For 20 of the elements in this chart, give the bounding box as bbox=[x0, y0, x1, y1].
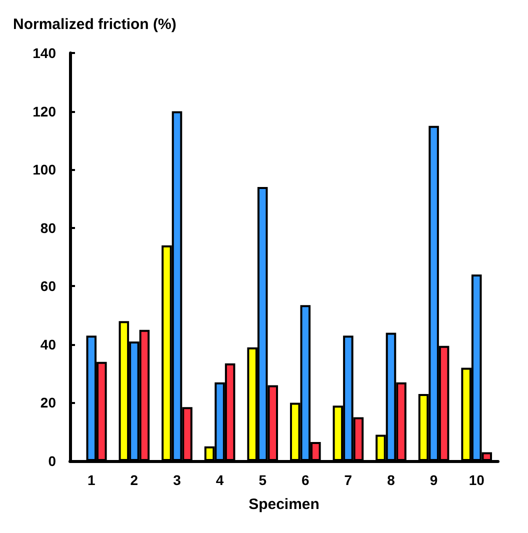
x-tick-label: 2 bbox=[130, 472, 138, 488]
x-tick-label: 7 bbox=[344, 472, 352, 488]
y-tick-label: 80 bbox=[40, 220, 56, 236]
x-tick-label: 4 bbox=[216, 472, 224, 488]
y-tick-label: 60 bbox=[40, 278, 56, 294]
y-tick-label: 140 bbox=[32, 45, 56, 61]
x-tick-label: 5 bbox=[258, 472, 267, 488]
x-axis-title: Specimen bbox=[248, 496, 320, 513]
x-tick-label: 10 bbox=[468, 472, 485, 488]
y-tick-label: 100 bbox=[32, 162, 56, 178]
x-tick-label: 1 bbox=[88, 472, 96, 488]
y-tick-label: 120 bbox=[32, 103, 56, 120]
y-tick-label: 40 bbox=[40, 336, 56, 352]
x-tick-label: 9 bbox=[430, 472, 438, 488]
y-tick-label: 0 bbox=[48, 453, 56, 469]
x-tick-label: 3 bbox=[173, 472, 182, 488]
x-tick-label: 8 bbox=[387, 472, 396, 488]
y-axis-title: Normalized friction (%) bbox=[13, 16, 176, 33]
x-tick-label: 6 bbox=[302, 472, 310, 488]
y-tick-label: 20 bbox=[40, 394, 56, 411]
